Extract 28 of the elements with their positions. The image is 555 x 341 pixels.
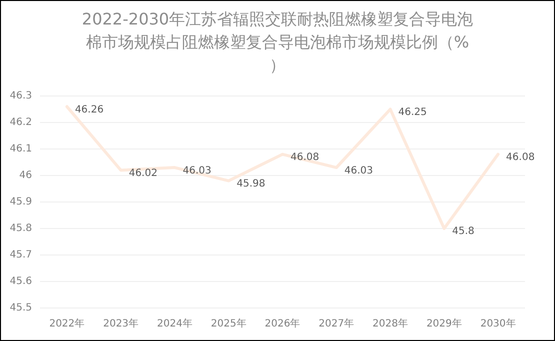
y-tick-label: 46.3 [10,90,32,102]
y-tick-label: 46.1 [10,144,32,155]
data-label: 46.08 [506,152,535,164]
y-tick-label: 46.2 [10,117,32,128]
x-tick-label: 2025年 [210,318,246,330]
y-tick-label: 45.7 [10,250,32,261]
data-label: 46.03 [182,165,212,176]
y-tick-label: 45.5 [10,302,32,314]
x-tick-label: 2024年 [156,318,192,330]
chart-title: 2022-2030年江苏省辐照交联耐热阻燃橡塑复合导电泡棉市场规模占阻燃橡塑复合导电泡棉市场规模比例（%） [82,9,474,74]
data-label: 46.03 [344,165,374,176]
x-tick-label: 2027年 [318,318,354,330]
data-label: 45.8 [452,226,474,238]
y-tick-label: 45.9 [10,196,32,208]
y-tick-label: 45.6 [10,276,32,288]
y-tick-label: 46 [19,170,32,182]
x-tick-label: 2030年 [480,318,516,330]
x-tick-label: 2026年 [264,318,300,330]
data-label: 46.02 [128,168,158,179]
x-tick-label: 2023年 [103,318,139,330]
x-tick-label: 2022年 [49,318,85,330]
data-label: 45.98 [236,178,266,190]
data-label: 46.25 [398,106,427,118]
x-tick-label: 2028年 [372,318,408,330]
data-label: 46.26 [74,104,104,116]
data-label: 46.08 [290,152,320,164]
y-tick-label: 45.8 [10,223,32,234]
x-tick-label: 2029年 [426,318,462,330]
